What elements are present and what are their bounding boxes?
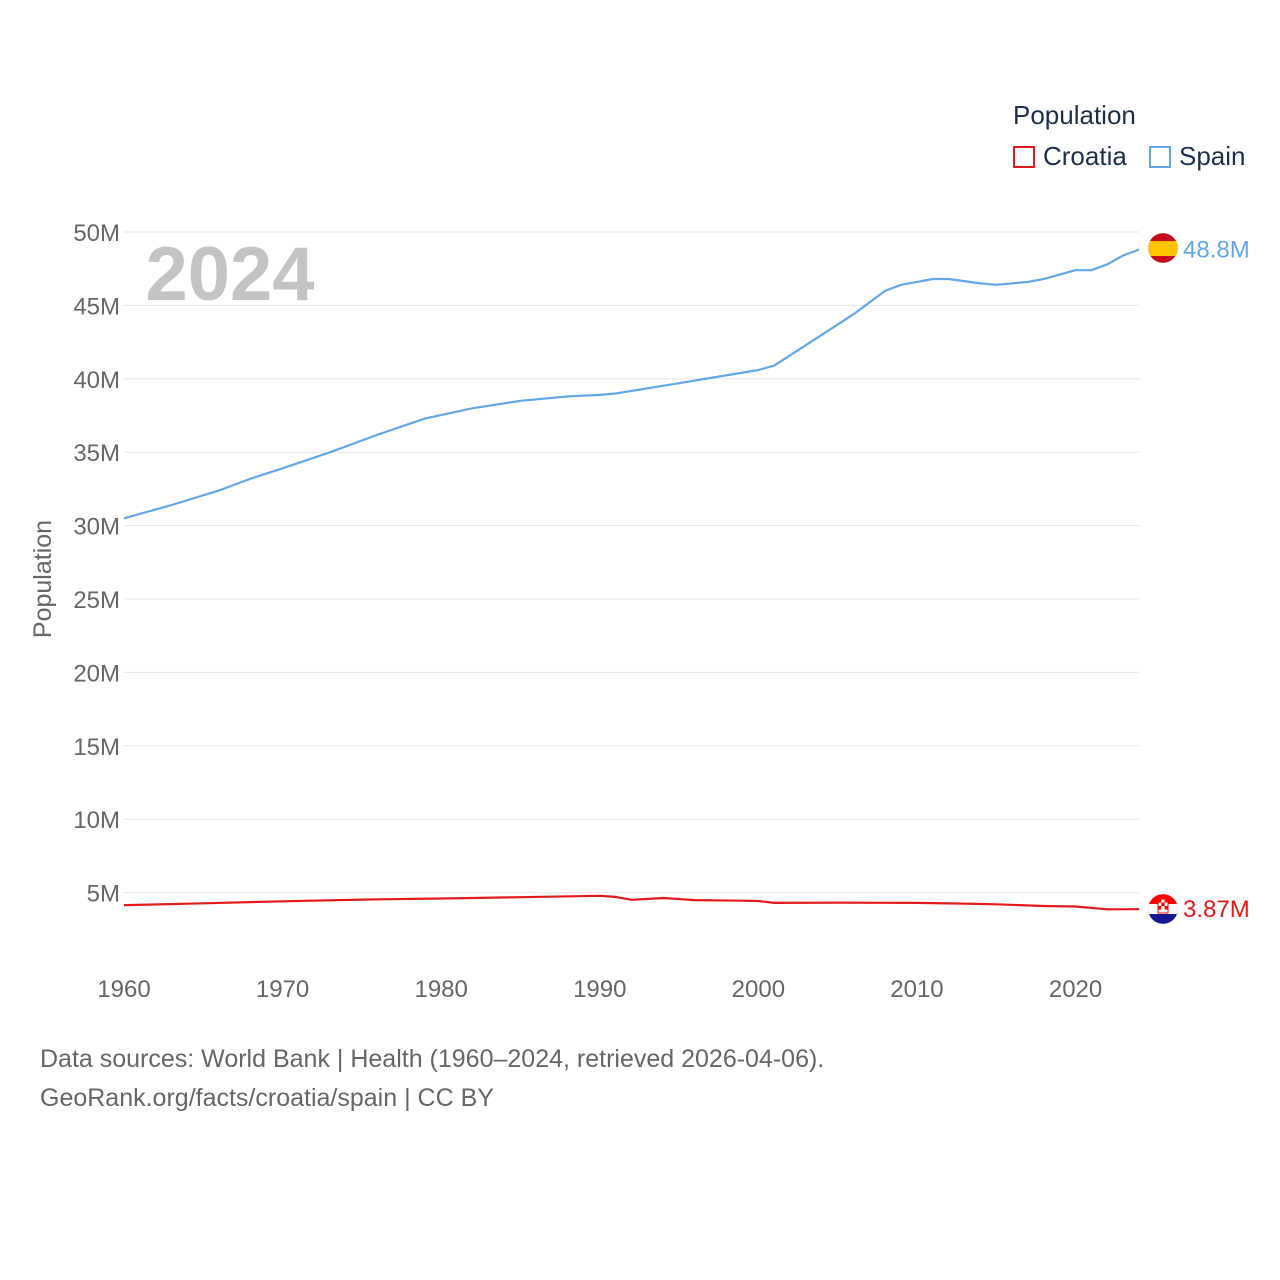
data-source-note: Data sources: World Bank | Health (1960–… <box>40 1045 825 1073</box>
x-tick-label: 1990 <box>573 976 626 1003</box>
x-tick-label: 1960 <box>97 976 150 1003</box>
legend-item-croatia[interactable]: Croatia <box>1013 141 1127 172</box>
x-tick-label: 2000 <box>732 976 785 1003</box>
series-line-spain <box>123 248 1140 520</box>
y-tick-label: 15M <box>73 734 120 761</box>
spain-flag-icon <box>1148 233 1178 263</box>
y-tick-label: 30M <box>73 514 120 541</box>
end-label-croatia: 3.87M <box>1183 896 1250 923</box>
legend-title: Population <box>1013 100 1136 130</box>
croatia-flag-icon <box>1148 894 1178 924</box>
year-watermark: 2024 <box>145 232 314 317</box>
x-tick-label: 2020 <box>1049 976 1102 1003</box>
legend-label-croatia: Croatia <box>1043 141 1127 171</box>
y-tick-label: 45M <box>73 293 120 320</box>
source-url-note[interactable]: GeoRank.org/facts/croatia/spain | CC BY <box>40 1084 494 1112</box>
gridlines <box>124 231 1139 894</box>
croatia-swatch-icon <box>1013 145 1035 168</box>
x-tick-label: 2010 <box>890 976 943 1003</box>
series-line-croatia <box>123 894 1140 911</box>
legend-label-spain: Spain <box>1179 141 1246 171</box>
y-axis-title: Population <box>29 520 57 638</box>
legend-item-spain[interactable]: Spain <box>1149 141 1246 172</box>
y-tick-label: 20M <box>73 660 120 687</box>
x-tick-label: 1970 <box>256 976 309 1003</box>
x-tick-label: 1980 <box>414 976 467 1003</box>
spain-swatch-icon <box>1149 145 1171 168</box>
y-tick-label: 5M <box>87 881 120 908</box>
y-tick-label: 50M <box>73 220 120 247</box>
y-tick-label: 40M <box>73 367 120 394</box>
series-layer: 48.8M 3.87M <box>123 237 1250 923</box>
y-tick-label: 25M <box>73 587 120 614</box>
x-axis-ticks: 1960 1970 1980 1990 2000 2010 2020 <box>97 976 1102 1003</box>
end-label-spain: 48.8M <box>1183 237 1250 264</box>
y-tick-label: 10M <box>73 807 120 834</box>
y-tick-label: 35M <box>73 440 120 467</box>
y-axis-ticks: 5M 10M 15M 20M 25M 30M 35M 40M 45M 50M <box>73 220 120 908</box>
